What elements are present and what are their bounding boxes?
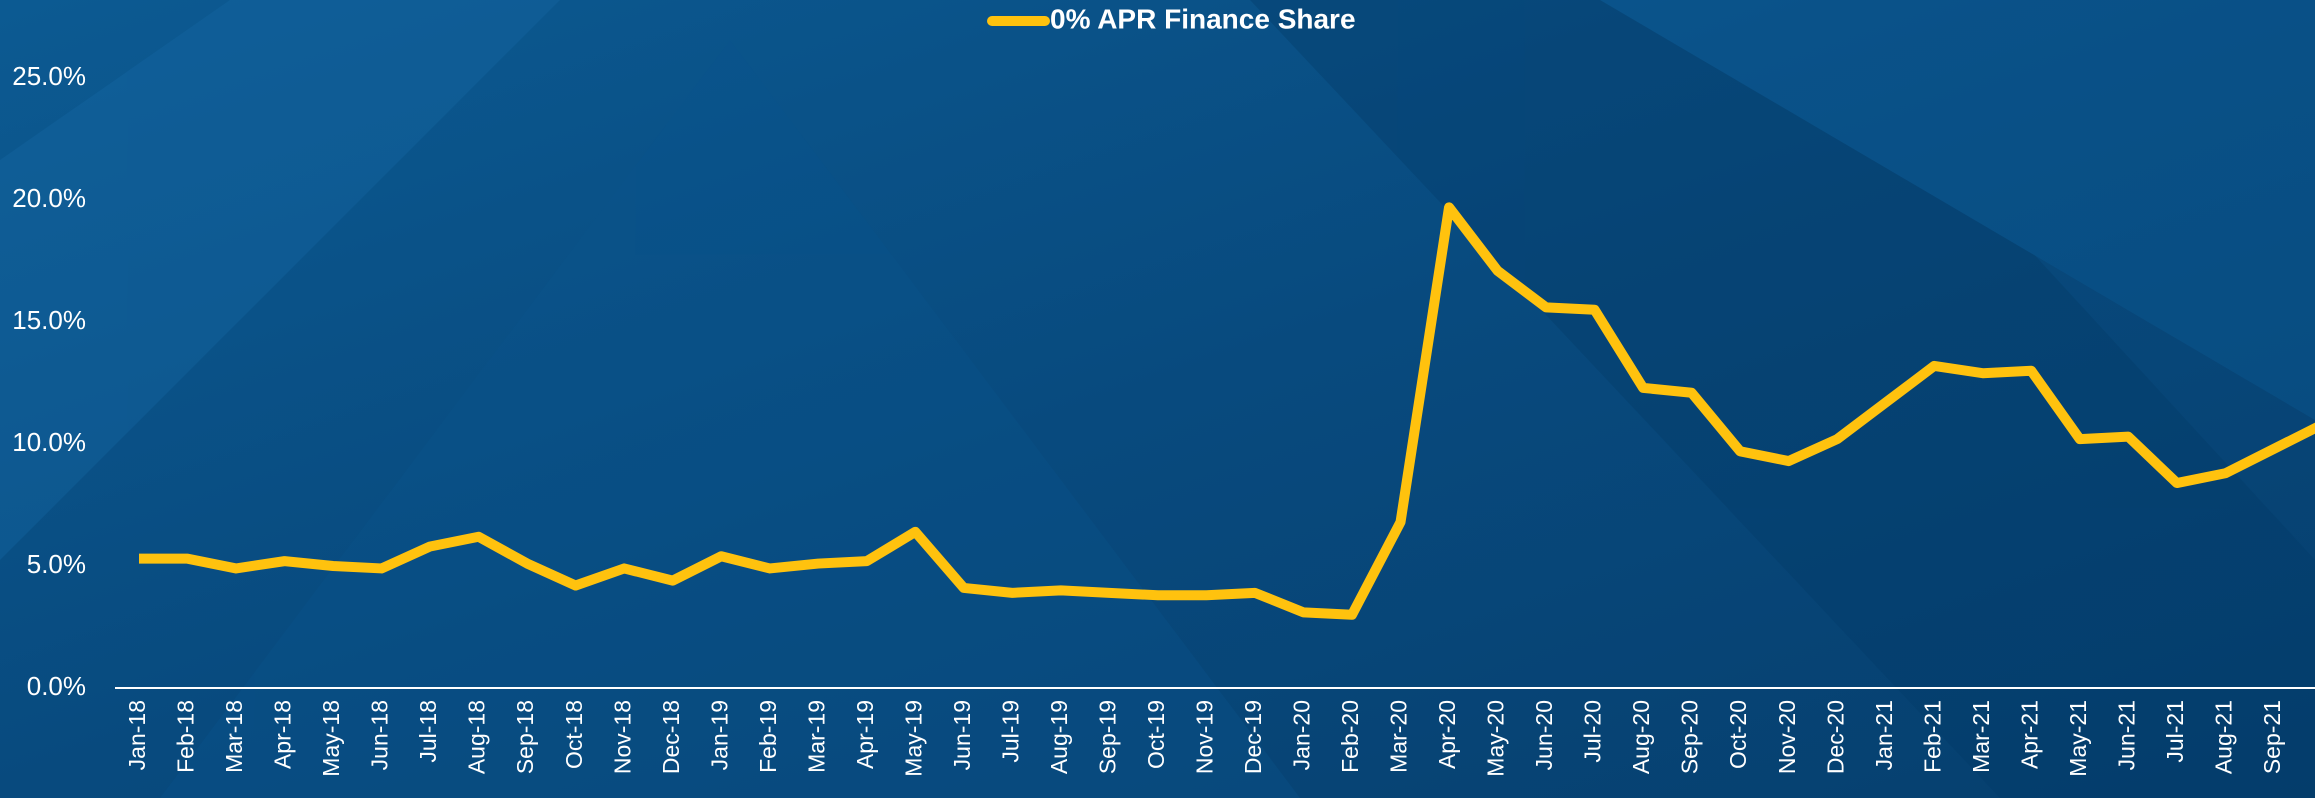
legend-label: 0% APR Finance Share xyxy=(1050,3,1356,34)
y-tick-label: 20.0% xyxy=(12,183,86,213)
x-tick-label: Mar-20 xyxy=(1386,700,1412,773)
x-tick-label: Apr-19 xyxy=(852,700,878,769)
x-tick-label: Feb-18 xyxy=(173,700,199,773)
x-tick-label: Jul-21 xyxy=(2162,700,2188,763)
x-tick-label: Feb-21 xyxy=(1919,700,1945,773)
x-tick-label: Sep-21 xyxy=(2259,700,2285,774)
x-tick-label: Jan-18 xyxy=(124,700,150,770)
x-tick-label: Nov-18 xyxy=(609,700,635,774)
x-tick-label: Apr-21 xyxy=(2016,700,2042,769)
x-tick-label: Jan-21 xyxy=(1871,700,1897,770)
x-tick-label: Mar-21 xyxy=(1968,700,1994,773)
x-tick-label: Aug-21 xyxy=(2210,700,2236,774)
x-tick-label: Oct-19 xyxy=(1143,700,1169,769)
data-line xyxy=(139,202,2315,620)
x-tick-label: Jun-19 xyxy=(949,700,975,770)
x-tick-label: Jun-21 xyxy=(2113,700,2139,770)
x-tick-label: Jun-20 xyxy=(1531,700,1557,770)
x-tick-label: Sep-18 xyxy=(512,700,538,774)
x-tick-label: May-19 xyxy=(900,700,926,777)
x-tick-label: Sep-19 xyxy=(1094,700,1120,774)
x-tick-label: Nov-20 xyxy=(1774,700,1800,774)
x-tick-label: Jul-20 xyxy=(1580,700,1606,763)
x-tick-label: Apr-20 xyxy=(1434,700,1460,769)
legend: 0% APR Finance Share xyxy=(987,3,1356,34)
x-tick-label: Jun-18 xyxy=(367,700,393,770)
x-tick-label: Jan-19 xyxy=(706,700,732,770)
x-tick-label: Mar-19 xyxy=(803,700,829,773)
x-tick-label: Sep-20 xyxy=(1677,700,1703,774)
x-tick-label: May-21 xyxy=(2065,700,2091,777)
axes: 0.0% 5.0% 10.0% 15.0% 20.0% 25.0% Jan-18 Feb-18… xyxy=(12,61,2315,777)
x-tick-label: Feb-19 xyxy=(755,700,781,773)
x-tick-label: Jul-18 xyxy=(415,700,441,763)
x-tick-label: Aug-18 xyxy=(464,700,490,774)
x-tick-label: Aug-19 xyxy=(1046,700,1072,774)
x-tick-label: May-18 xyxy=(318,700,344,777)
x-tick-label: Dec-18 xyxy=(658,700,684,774)
x-tick-label: Dec-19 xyxy=(1240,700,1266,774)
y-tick-label: 10.0% xyxy=(12,427,86,457)
x-tick-label: Dec-20 xyxy=(1822,700,1848,774)
x-tick-label: May-20 xyxy=(1483,700,1509,777)
x-tick-label: Nov-19 xyxy=(1192,700,1218,774)
x-tick-label: Oct-18 xyxy=(561,700,587,769)
x-tick-label: Jul-19 xyxy=(997,700,1023,763)
y-tick-label: 25.0% xyxy=(12,61,86,91)
x-tick-label: Oct-20 xyxy=(1725,700,1751,769)
plot-area xyxy=(139,202,2315,620)
x-tick-label: Aug-20 xyxy=(1628,700,1654,774)
y-tick-label: 5.0% xyxy=(27,549,86,579)
y-tick-label: 0.0% xyxy=(27,671,86,701)
x-tick-label: Apr-18 xyxy=(270,700,296,769)
x-tick-label: Jan-20 xyxy=(1289,700,1315,770)
x-tick-label: Mar-18 xyxy=(221,700,247,773)
y-tick-label: 15.0% xyxy=(12,305,86,335)
x-tick-label: Feb-20 xyxy=(1337,700,1363,773)
